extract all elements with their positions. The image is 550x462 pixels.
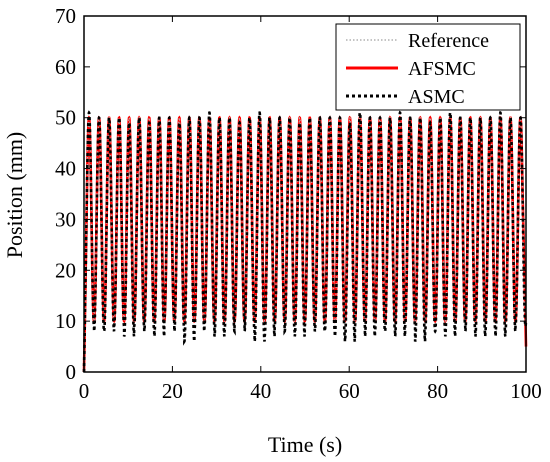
axis-ticks: 0 20 40 60 80 100 0 10 20 30 40 50 60 70 [55, 4, 542, 403]
x-tick-label: 100 [510, 379, 542, 403]
series-line-afsmc [82, 115, 528, 373]
plot-area [82, 110, 528, 373]
y-axis-label: Position (mm) [2, 132, 27, 259]
x-tick-label: 80 [427, 379, 448, 403]
plot-frame [83, 15, 527, 373]
x-tick-label: 40 [250, 379, 271, 403]
y-tick-label: 50 [55, 106, 76, 130]
y-tick-label: 30 [55, 207, 76, 231]
y-tick-label: 70 [55, 4, 76, 28]
y-tick-label: 20 [55, 258, 76, 282]
x-tick-label: 0 [79, 379, 90, 403]
legend-label-asmc: ASMC [408, 86, 465, 108]
y-tick-label: 60 [55, 55, 76, 79]
x-axis-label: Time (s) [268, 432, 342, 457]
x-tick-label: 20 [162, 379, 183, 403]
y-tick-label: 40 [55, 157, 76, 181]
x-tick-label: 60 [339, 379, 360, 403]
y-tick-label: 0 [66, 360, 77, 384]
legend-label-reference: Reference [408, 30, 489, 52]
legend: Reference AFSMC ASMC [335, 23, 521, 111]
legend-label-afsmc: AFSMC [408, 58, 476, 80]
series-line-asmc [82, 110, 528, 373]
y-tick-label: 10 [55, 309, 76, 333]
